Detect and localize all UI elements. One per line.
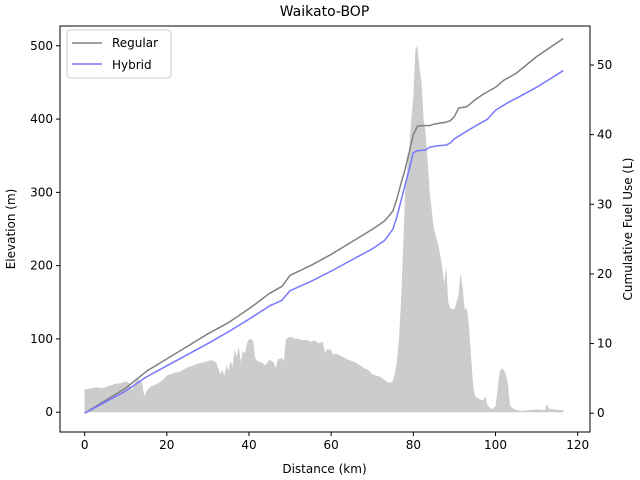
series-line-hybrid — [84, 69, 564, 414]
x-axis-label: Distance (km) — [282, 462, 366, 476]
y-tick-label: 0 — [45, 405, 53, 419]
chart-title: Waikato-BOP — [280, 4, 370, 20]
legend-box — [66, 29, 172, 79]
y2-tick-label: 10 — [597, 337, 612, 351]
y-tick-label: 400 — [30, 112, 53, 126]
y2-tick-label: 40 — [597, 128, 612, 142]
x-tick-label: 80 — [406, 438, 421, 452]
x-tick-label: 120 — [566, 438, 589, 452]
legend-label-regular: Regular — [112, 36, 158, 50]
x-tick-label: 0 — [81, 438, 89, 452]
y2-tick-label: 30 — [597, 197, 612, 211]
x-tick-label: 20 — [159, 438, 174, 452]
y2-tick-label: 0 — [597, 406, 605, 420]
y2-tick-label: 20 — [597, 267, 612, 281]
x-tick-label: 60 — [324, 438, 339, 452]
axes: 0 20 40 60 80 100 120 0 100 200 300 400 500 0 10 20 30 40… — [30, 25, 612, 452]
y2-axis-label: Cumulative Fuel Use (L) — [621, 158, 635, 301]
legend-label-hybrid: Hybrid — [112, 58, 152, 72]
y-tick-label: 100 — [30, 332, 53, 346]
y-tick-label: 200 — [30, 259, 53, 273]
y-tick-label: 500 — [30, 39, 53, 53]
series-line-regular — [84, 37, 564, 414]
y-tick-label: 300 — [30, 185, 53, 199]
plot-area — [84, 37, 564, 414]
x-tick-label: 40 — [241, 438, 256, 452]
legend: Regular Hybrid — [66, 29, 172, 79]
x-tick-label: 100 — [484, 438, 507, 452]
y-axis-label: Elevation (m) — [4, 189, 18, 270]
y2-tick-label: 50 — [597, 58, 612, 72]
elevation-area — [84, 45, 564, 413]
axes-frame — [59, 25, 591, 433]
